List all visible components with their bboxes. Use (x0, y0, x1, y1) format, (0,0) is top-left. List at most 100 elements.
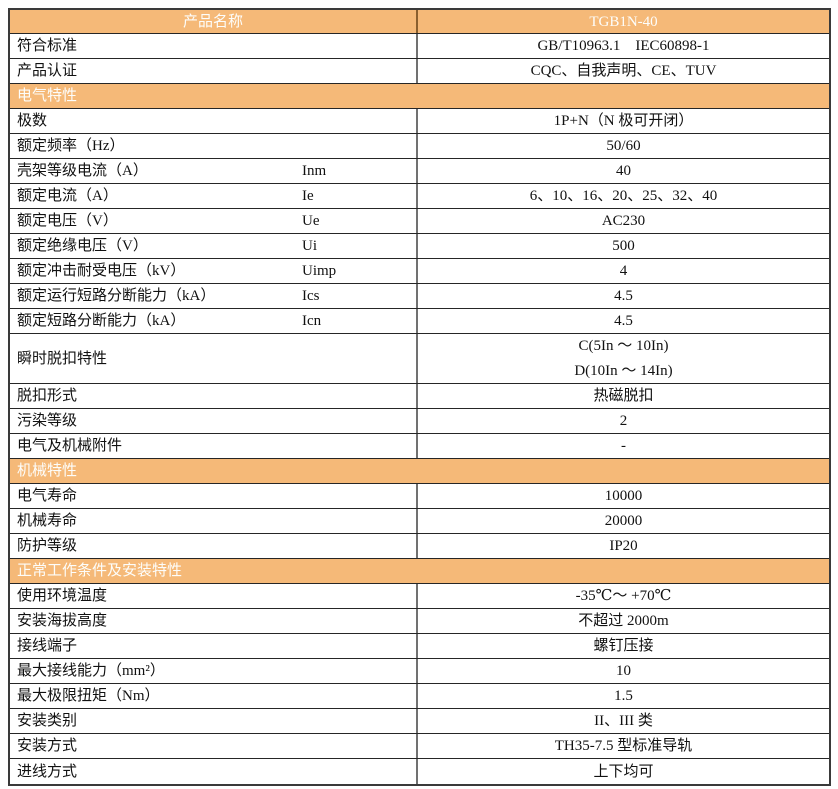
row-value: 500 (612, 238, 635, 254)
row-value: 上下均可 (593, 763, 654, 780)
row-label-cell: 最大极限扭矩（Nm） (10, 684, 418, 708)
row-value-cell: 4 (418, 259, 829, 283)
header-label-cell: 产品名称 (10, 10, 418, 33)
row-value: TH35-7.5 型标准导轨 (554, 738, 693, 754)
product-model: TGB1N-40 (589, 13, 658, 30)
row-label: 极数 (17, 113, 48, 129)
row-value: 4.5 (614, 288, 633, 304)
table-row: 污染等级 2 (10, 409, 829, 434)
row-label: 额定绝缘电压（V） (17, 238, 148, 254)
row-label: 产品认证 (17, 63, 78, 79)
table-row: 极数 1P+N（N 极可开闭） (10, 109, 829, 134)
row-value: 50/60 (606, 138, 641, 154)
row-label-cell: 产品认证 (10, 59, 418, 83)
row-label-cell: 电气寿命 (10, 484, 418, 508)
row-value-line2: D(10In ～ 14In) (574, 362, 673, 379)
row-label-cell: 接线端子 (10, 634, 418, 658)
row-label-cell: 污染等级 (10, 409, 418, 433)
row-value: 20000 (604, 513, 643, 529)
row-value: -35℃～ +70℃ (575, 588, 672, 604)
row-label-cell: 额定冲击耐受电压（kV） Uimp (10, 259, 418, 283)
row-value: 10000 (604, 488, 643, 504)
row-label: 额定冲击耐受电压（kV） (17, 263, 186, 279)
table-row: 额定电流（A） Ie 6、10、16、20、25、32、40 (10, 184, 829, 209)
row-value-cell: 20000 (418, 509, 829, 533)
row-label-cell: 机械寿命 (10, 509, 418, 533)
table-row: 接线端子 螺钉压接 (10, 634, 829, 659)
row-value-cell: 热磁脱扣 (418, 384, 829, 408)
row-value: - (621, 438, 626, 454)
row-symbol: Ui (302, 238, 317, 254)
table-row: 额定电压（V） Ue AC230 (10, 209, 829, 234)
row-label: 额定电流（A） (17, 188, 118, 204)
section-title: 正常工作条件及安装特性 (17, 563, 183, 579)
section-title: 机械特性 (17, 463, 78, 479)
row-value: AC230 (601, 213, 646, 229)
row-value: 螺钉压接 (593, 638, 654, 654)
row-label-cell: 防护等级 (10, 534, 418, 558)
row-value-cell: AC230 (418, 209, 829, 233)
row-label-cell: 额定短路分断能力（kA） Icn (10, 309, 418, 333)
table-row: 额定绝缘电压（V） Ui 500 (10, 234, 829, 259)
row-label: 污染等级 (17, 413, 78, 429)
row-value-cell: 6、10、16、20、25、32、40 (418, 184, 829, 208)
row-label: 最大极限扭矩（Nm） (17, 688, 160, 704)
row-value-cell: 10000 (418, 484, 829, 508)
row-label: 接线端子 (17, 638, 78, 654)
section-header-row: 正常工作条件及安装特性 (10, 559, 829, 584)
table-row: 安装方式 TH35-7.5 型标准导轨 (10, 734, 829, 759)
row-label-cell: 安装海拔高度 (10, 609, 418, 633)
row-value-cell: 50/60 (418, 134, 829, 158)
table-row: 机械寿命 20000 (10, 509, 829, 534)
table-row: 壳架等级电流（A） Inm 40 (10, 159, 829, 184)
row-value-cell: 螺钉压接 (418, 634, 829, 658)
table-row: 最大极限扭矩（Nm） 1.5 (10, 684, 829, 709)
row-label-cell: 额定运行短路分断能力（kA） Ics (10, 284, 418, 308)
row-value-cell: II、III 类 (418, 709, 829, 733)
row-label: 安装海拔高度 (17, 613, 108, 629)
row-value-cell: C(5In ～ 10In) D(10In ～ 14In) (418, 334, 829, 383)
table-row: 瞬时脱扣特性 C(5In ～ 10In) D(10In ～ 14In) (10, 334, 829, 384)
row-label-cell: 额定电压（V） Ue (10, 209, 418, 233)
row-label: 符合标准 (17, 38, 78, 54)
row-label-cell: 符合标准 (10, 34, 418, 58)
row-symbol: Ue (302, 213, 320, 229)
table-row: 电气寿命 10000 (10, 484, 829, 509)
row-label: 电气寿命 (17, 488, 78, 504)
row-label: 防护等级 (17, 538, 78, 554)
row-label: 额定频率（Hz） (17, 138, 125, 154)
row-value-cell: 4.5 (418, 309, 829, 333)
row-label-cell: 壳架等级电流（A） Inm (10, 159, 418, 183)
row-value-cell: 4.5 (418, 284, 829, 308)
header-label: 产品名称 (182, 13, 243, 30)
row-label: 额定运行短路分断能力（kA） (17, 288, 216, 304)
product-spec-table: 产品名称 TGB1N-40 符合标准 GB/T10963.1 IEC60898-… (8, 8, 831, 786)
row-label: 安装方式 (17, 738, 78, 754)
row-value: 4.5 (614, 313, 633, 329)
row-value: 2 (619, 413, 628, 429)
row-label-cell: 极数 (10, 109, 418, 133)
row-label: 额定电压（V） (17, 213, 118, 229)
row-label-cell: 使用环境温度 (10, 584, 418, 608)
row-label: 瞬时脱扣特性 (17, 350, 108, 367)
row-value: 1.5 (614, 688, 633, 704)
table-row: 符合标准 GB/T10963.1 IEC60898-1 (10, 34, 829, 59)
row-label: 额定短路分断能力（kA） (17, 313, 186, 329)
row-label-cell: 进线方式 (10, 759, 418, 784)
row-symbol: Ics (302, 288, 320, 304)
table-header-row: 产品名称 TGB1N-40 (10, 10, 829, 34)
section-title: 电气特性 (17, 88, 78, 104)
section-header-row: 电气特性 (10, 84, 829, 109)
row-value: 40 (616, 163, 631, 179)
row-value: 4 (619, 263, 628, 279)
table-row: 额定冲击耐受电压（kV） Uimp 4 (10, 259, 829, 284)
row-label: 最大接线能力（mm²） (17, 663, 165, 679)
table-row: 额定频率（Hz） 50/60 (10, 134, 829, 159)
section-header-row: 机械特性 (10, 459, 829, 484)
table-row: 额定短路分断能力（kA） Icn 4.5 (10, 309, 829, 334)
row-value: II、III 类 (594, 713, 653, 729)
table-row: 电气及机械附件 - (10, 434, 829, 459)
row-value-cell: 上下均可 (418, 759, 829, 784)
table-row: 脱扣形式 热磁脱扣 (10, 384, 829, 409)
table-row: 安装海拔高度 不超过 2000m (10, 609, 829, 634)
